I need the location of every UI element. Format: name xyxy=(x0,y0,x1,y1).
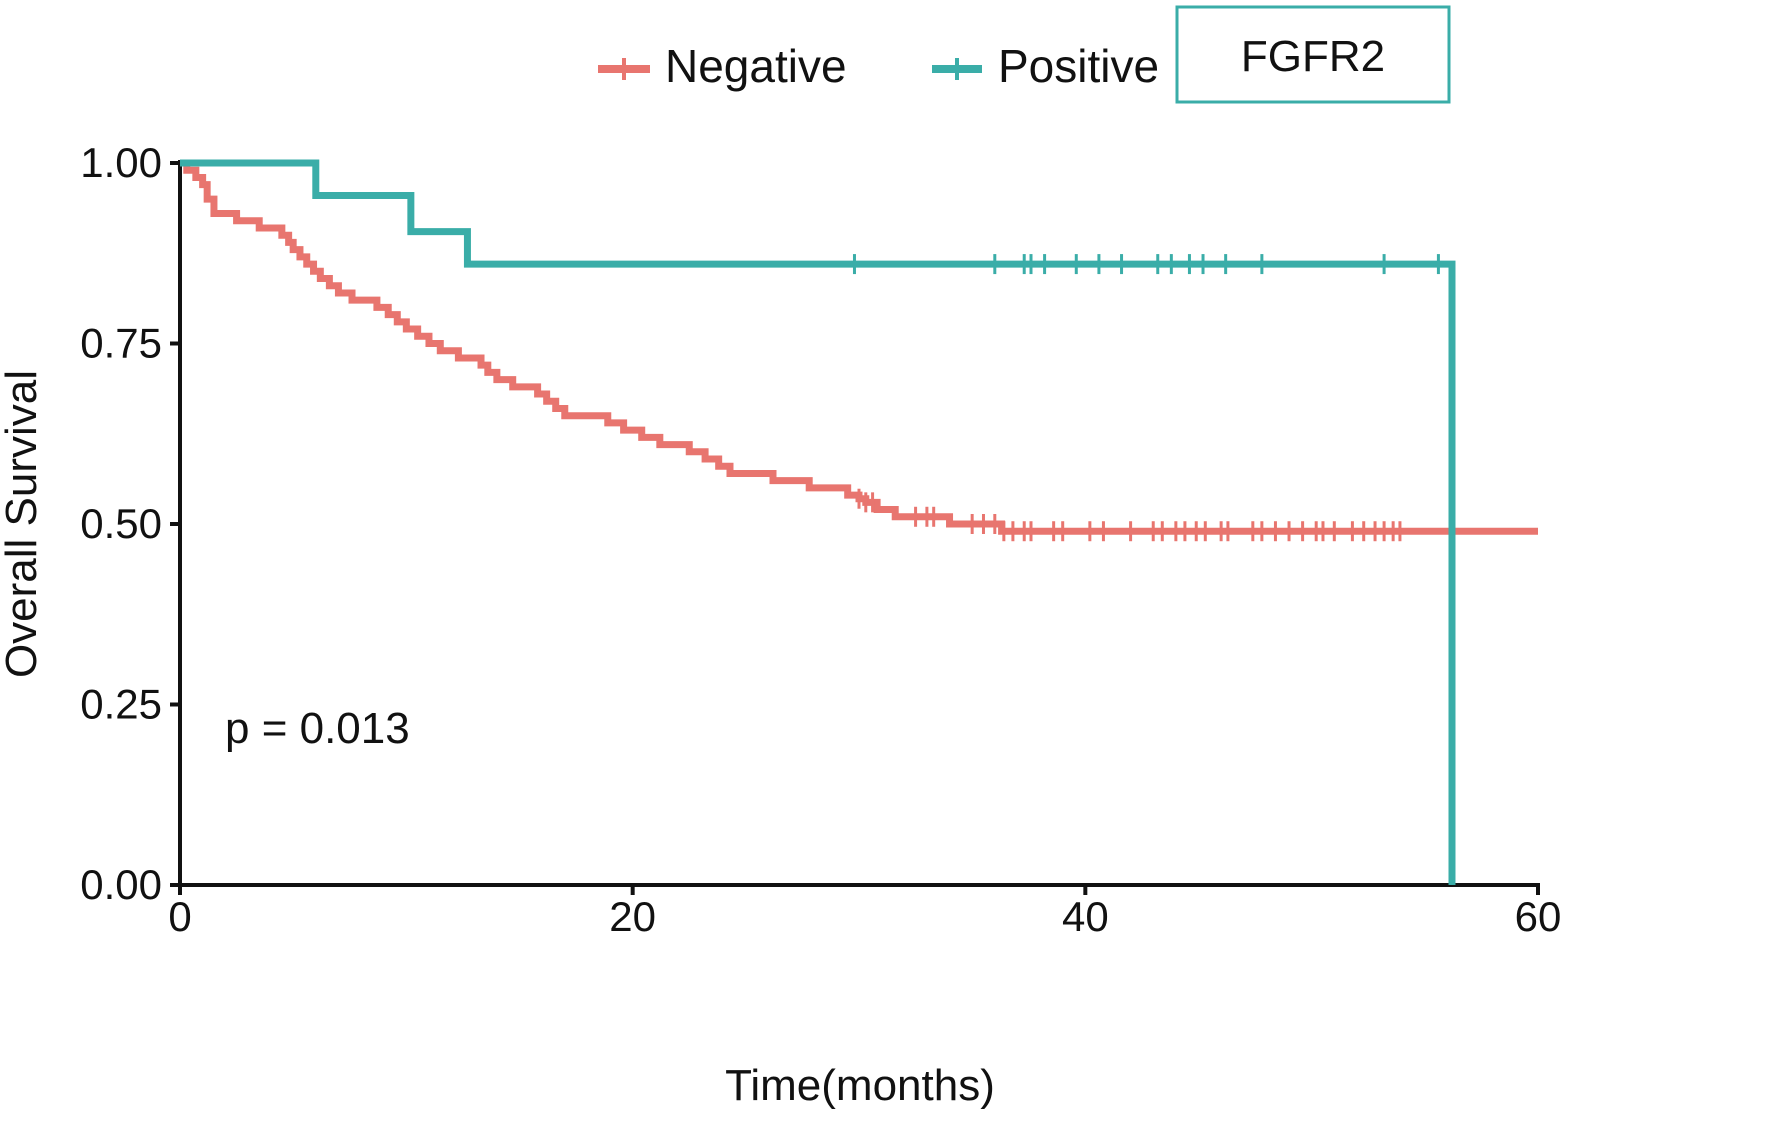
y-ticks: 0.00 0.25 0.50 0.75 1.00 xyxy=(80,139,180,908)
y-tick-label: 0.00 xyxy=(80,861,162,908)
strata-box-border xyxy=(1175,5,1451,104)
legend-item-negative: Negative xyxy=(598,40,847,92)
y-tick-label: 0.50 xyxy=(80,500,162,547)
strata-box: FGFR2 xyxy=(1175,5,1451,104)
y-tick-label: 0.75 xyxy=(80,320,162,367)
x-tick-label: 0 xyxy=(168,893,191,940)
legend: Negative Positive FGFR2 xyxy=(598,5,1451,104)
legend-label-positive: Positive xyxy=(998,40,1159,92)
series-negative xyxy=(180,159,1538,542)
legend-label-negative: Negative xyxy=(665,40,847,92)
strata-label: FGFR2 xyxy=(1241,32,1385,81)
x-tick-label: 40 xyxy=(1062,893,1109,940)
y-tick-label: 0.25 xyxy=(80,681,162,728)
y-axis-label: Overall Survival xyxy=(0,370,46,678)
survival-curve-positive xyxy=(180,159,1456,885)
p-value-annotation: p = 0.013 xyxy=(225,704,410,753)
survival-curve-negative xyxy=(180,159,1538,535)
x-tick-label: 20 xyxy=(609,893,656,940)
series-layer xyxy=(180,159,1538,885)
series-positive xyxy=(180,159,1456,885)
x-ticks: 0 20 40 60 xyxy=(168,885,1561,940)
x-axis-label: Time(months) xyxy=(725,1061,995,1110)
y-tick-label: 1.00 xyxy=(80,139,162,186)
x-tick-label: 60 xyxy=(1515,893,1562,940)
legend-item-positive: Positive xyxy=(932,40,1159,92)
